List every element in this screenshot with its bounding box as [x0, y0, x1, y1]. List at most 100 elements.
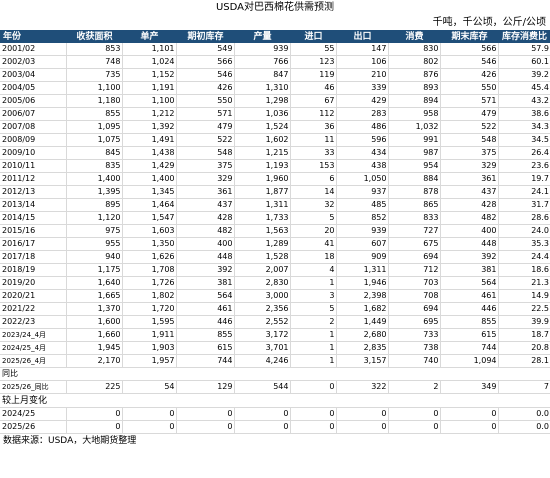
- row-label: 2005/06: [0, 94, 67, 108]
- table-row: 2012/13 1,395 1,345 361 1,877 14 937 878 437 24.1: [0, 185, 550, 199]
- table-cell: 20: [290, 224, 337, 238]
- table-cell: 329: [440, 159, 499, 173]
- table-cell: 1,903: [122, 341, 177, 355]
- row-label: 2011/12: [0, 172, 67, 186]
- table-row: 2006/07 855 1,212 571 1,036 112 283 958 479 38.6: [0, 107, 550, 121]
- table-cell: 24.1: [498, 185, 550, 199]
- table-cell: 0: [66, 420, 123, 434]
- table-cell: 940: [66, 250, 123, 264]
- table-cell: 522: [440, 120, 499, 134]
- table-cell: 31.7: [498, 198, 550, 212]
- document-title: USDA对巴西棉花供需预测: [215, 2, 335, 13]
- row-label: 2024/25: [0, 407, 67, 421]
- table-cell: 855: [176, 328, 235, 342]
- table-cell: 865: [388, 198, 441, 212]
- table-cell: 482: [440, 211, 499, 225]
- section-label: 同比: [0, 367, 550, 381]
- table-cell: 392: [440, 250, 499, 264]
- table-body: 2001/02 853 1,101 549 939 55 147 830 566 57.9 2002…: [0, 43, 550, 434]
- table-cell: 1,449: [336, 315, 389, 329]
- table-row: 2011/12 1,400 1,400 329 1,960 6 1,050 884 361 19.…: [0, 172, 550, 186]
- table-row: 2007/08 1,095 1,392 479 1,524 36 486 1,032 522 34…: [0, 120, 550, 134]
- table-cell: 727: [388, 224, 441, 238]
- table-row: 2018/19 1,175 1,708 392 2,007 4 1,311 712 381 18.…: [0, 263, 550, 277]
- table-cell: 18.7: [498, 328, 550, 342]
- column-header: 期初库存: [176, 30, 234, 43]
- table-cell: 1,945: [66, 341, 123, 355]
- table-cell: 830: [388, 43, 441, 56]
- table-cell: 937: [336, 185, 389, 199]
- table-cell: 1,191: [122, 81, 177, 95]
- column-header: 期末库存: [440, 30, 498, 43]
- row-label: 2014/15: [0, 211, 67, 225]
- section-label: 较上月变化: [0, 393, 550, 408]
- table-cell: 991: [388, 133, 441, 147]
- table-cell: 446: [440, 302, 499, 316]
- table-cell: 426: [440, 68, 499, 82]
- table-row: 2004/05 1,100 1,191 426 1,310 46 339 893 550 45.4: [0, 81, 550, 95]
- table-cell: 1,665: [66, 289, 123, 303]
- table-cell: 1,175: [66, 263, 123, 277]
- table-cell: 400: [440, 224, 499, 238]
- table-cell: 54: [122, 380, 177, 394]
- table-cell: 566: [440, 43, 499, 56]
- table-cell: 5: [290, 302, 337, 316]
- table-cell: 855: [440, 315, 499, 329]
- table-cell: 0: [388, 407, 441, 421]
- table-cell: 2,830: [234, 276, 291, 290]
- row-label: 2025/26: [0, 420, 67, 434]
- row-label: 2002/03: [0, 55, 67, 69]
- table-cell: 738: [388, 341, 441, 355]
- table-cell: 147: [336, 43, 389, 56]
- table-cell: 1: [290, 341, 337, 355]
- table-cell: 1,464: [122, 198, 177, 212]
- table-cell: 744: [440, 341, 499, 355]
- table-cell: 1,289: [234, 237, 291, 251]
- table-cell: 22.5: [498, 302, 550, 316]
- table-cell: 1,720: [122, 302, 177, 316]
- table-cell: 712: [388, 263, 441, 277]
- table-cell: 429: [336, 94, 389, 108]
- table-row: 2017/18 940 1,626 448 1,528 18 909 694 392 24.4: [0, 250, 550, 264]
- table-cell: 57.9: [498, 43, 550, 56]
- table-cell: 322: [336, 380, 389, 394]
- table-cell: 1,350: [122, 237, 177, 251]
- table-cell: 1,733: [234, 211, 291, 225]
- table-row: 2016/17 955 1,350 400 1,289 41 607 675 448 35.3: [0, 237, 550, 251]
- table-cell: 2: [290, 315, 337, 329]
- row-label: 2010/11: [0, 159, 67, 173]
- table-cell: 46: [290, 81, 337, 95]
- table-cell: 847: [234, 68, 291, 82]
- table-cell: 549: [176, 43, 235, 56]
- table-cell: 1,528: [234, 250, 291, 264]
- table-cell: 437: [176, 198, 235, 212]
- table-cell: 3: [290, 289, 337, 303]
- table-cell: 744: [176, 354, 235, 368]
- table-cell: 1,946: [336, 276, 389, 290]
- column-header: 产量: [234, 30, 290, 43]
- table-cell: 975: [66, 224, 123, 238]
- table-row: 2015/16 975 1,603 482 1,563 20 939 727 400 24.0: [0, 224, 550, 238]
- table-cell: 14.9: [498, 289, 550, 303]
- table-row: 2024/25_4月 1,945 1,903 615 3,701 1 2,835 738 744…: [0, 341, 550, 355]
- table-cell: 67: [290, 94, 337, 108]
- row-label: 2004/05: [0, 81, 67, 95]
- table-cell: 4: [290, 263, 337, 277]
- table-cell: 596: [336, 133, 389, 147]
- table-cell: 546: [440, 55, 499, 69]
- table-cell: 1,193: [234, 159, 291, 173]
- table-cell: 1,957: [122, 354, 177, 368]
- unit-note: 千吨，千公顷，公斤/公顷: [432, 17, 546, 28]
- table-cell: 2,835: [336, 341, 389, 355]
- table-cell: 607: [336, 237, 389, 251]
- table-cell: 1,400: [122, 172, 177, 186]
- table-cell: 0: [440, 407, 499, 421]
- table-cell: 853: [66, 43, 123, 56]
- table-cell: 24.4: [498, 250, 550, 264]
- table-cell: 548: [176, 146, 235, 160]
- table-cell: 1,395: [66, 185, 123, 199]
- table-cell: 571: [440, 94, 499, 108]
- table-cell: 987: [388, 146, 441, 160]
- table-cell: 45.4: [498, 81, 550, 95]
